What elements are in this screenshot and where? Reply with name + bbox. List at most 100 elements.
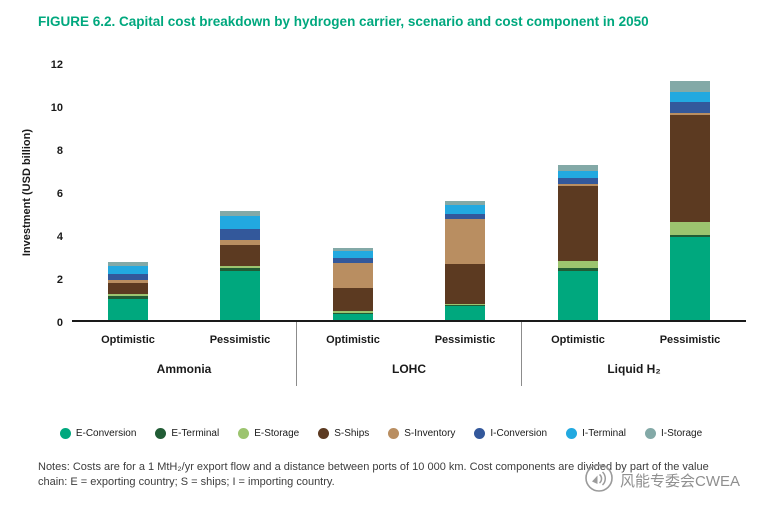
legend-label: S-Inventory — [404, 428, 456, 439]
legend-item-e-terminal: E-Terminal — [155, 428, 219, 439]
legend-swatch-icon — [388, 428, 400, 439]
bar-group-liquid-h₂ — [521, 64, 746, 320]
scenario-row: Optimistic Pessimistic — [72, 322, 296, 358]
legend-label: E-Storage — [254, 428, 300, 439]
x-axis: Optimistic Pessimistic Ammonia Optimistic Pe… — [72, 322, 746, 386]
bar-segment-e-storage — [108, 294, 149, 297]
stacked-bar-pessimistic — [445, 200, 486, 320]
y-tick-label: 8 — [56, 145, 63, 157]
bar-segment-e-conversion — [669, 237, 710, 320]
scenario-row: Optimistic Pessimistic — [522, 322, 746, 358]
bar-segment-e-conversion — [332, 313, 373, 320]
carrier-label: Ammonia — [156, 362, 212, 376]
bar-segment-i-conversion — [669, 101, 710, 113]
y-tick-label: 10 — [50, 102, 63, 114]
legend: E-Conversion E-Terminal E-Storage S-Ships S-… — [20, 428, 742, 439]
bar-segment-i-conversion — [108, 273, 149, 281]
cwea-logo-icon — [584, 463, 614, 497]
x-axis-group: Optimistic Pessimistic LOHC — [296, 322, 521, 386]
y-tick-label: 12 — [50, 59, 63, 71]
stacked-bar-pessimistic — [669, 81, 710, 320]
bar-segment-s-ships — [557, 185, 598, 261]
bar-segment-e-storage — [445, 303, 486, 305]
bar-segment-e-storage — [332, 311, 373, 313]
bar-segment-e-terminal — [108, 296, 149, 299]
scenario-label: Optimistic — [326, 334, 380, 346]
bar-segment-s-inventory — [332, 263, 373, 288]
x-axis-group: Optimistic Pessimistic Ammonia — [72, 322, 296, 386]
bar-segment-i-storage — [332, 248, 373, 252]
bar-segment-s-ships — [332, 287, 373, 312]
plot-column: Optimistic Pessimistic Ammonia Optimistic Pe… — [72, 64, 746, 386]
legend-swatch-icon — [566, 428, 578, 439]
scenario-row: Optimistic Pessimistic — [297, 322, 521, 358]
legend-swatch-icon — [474, 428, 486, 439]
legend-label: S-Ships — [334, 428, 370, 439]
bar-segment-s-ships — [108, 283, 149, 295]
y-axis-label: Investment (USD billion) — [21, 129, 33, 257]
bar-segment-i-storage — [108, 262, 149, 267]
bar-segment-e-terminal — [669, 235, 710, 238]
bar-segment-e-terminal — [220, 268, 261, 271]
y-tick-label: 6 — [56, 188, 63, 200]
y-tick-label: 4 — [56, 231, 63, 243]
legend-swatch-icon — [59, 428, 71, 439]
carrier-label: LOHC — [392, 362, 426, 376]
bar-segment-i-conversion — [220, 228, 261, 241]
watermark: 风能专委会CWEA — [584, 463, 740, 497]
scenario-label: Optimistic — [101, 334, 155, 346]
stacked-bar-optimistic — [108, 262, 149, 320]
legend-label: I-Conversion — [490, 428, 548, 439]
bar-segment-i-conversion — [557, 178, 598, 184]
carrier-label: Liquid H₂ — [607, 362, 661, 376]
scenario-label: Pessimistic — [434, 334, 496, 346]
bar-segment-s-inventory — [445, 219, 486, 265]
legend-item-i-storage: I-Storage — [645, 428, 702, 439]
bar-segment-s-inventory — [220, 240, 261, 245]
scenario-label: Pessimistic — [659, 334, 721, 346]
bar-segment-s-inventory — [108, 280, 149, 284]
legend-swatch-icon — [155, 428, 167, 439]
legend-item-i-terminal: I-Terminal — [566, 428, 626, 439]
bar-segment-e-terminal — [445, 304, 486, 307]
stacked-bar-optimistic — [332, 248, 373, 320]
y-tick-label: 0 — [56, 317, 63, 329]
legend-label: E-Conversion — [75, 428, 137, 439]
bar-segment-e-storage — [669, 222, 710, 236]
bar-segment-e-conversion — [445, 306, 486, 320]
bar-segment-e-terminal — [332, 312, 373, 314]
bar-segment-s-ships — [445, 264, 486, 304]
bar-segment-s-ships — [220, 244, 261, 267]
stacked-bar-optimistic — [557, 165, 598, 320]
legend-label: E-Terminal — [171, 428, 220, 439]
scenario-label: Optimistic — [551, 334, 605, 346]
legend-swatch-icon — [318, 428, 330, 439]
legend-item-i-conversion: I-Conversion — [474, 428, 547, 439]
bar-segment-i-terminal — [108, 266, 149, 274]
bar-segment-e-conversion — [220, 270, 261, 320]
y-tick-labels: 0 2 4 6 8 10 12 — [38, 59, 72, 329]
watermark-text: 风能专委会CWEA — [619, 472, 740, 490]
bar-segment-i-storage — [445, 200, 486, 206]
plot-area — [72, 64, 746, 322]
bar-segment-i-terminal — [332, 251, 373, 258]
y-tick-label: 2 — [56, 274, 63, 286]
bar-segment-i-storage — [557, 165, 598, 171]
legend-label: I-Storage — [661, 428, 703, 439]
bar-segment-e-storage — [557, 260, 598, 269]
legend-item-e-conversion: E-Conversion — [59, 428, 137, 439]
bar-segment-i-terminal — [220, 215, 261, 229]
bar-segment-s-inventory — [557, 183, 598, 186]
bar-segment-e-conversion — [108, 298, 149, 320]
legend-item-e-storage: E-Storage — [238, 428, 299, 439]
bar-group-lohc — [297, 64, 522, 320]
y-axis: Investment (USD billion) — [16, 64, 38, 322]
legend-label: I-Terminal — [582, 428, 627, 439]
bar-segment-i-storage — [669, 81, 710, 93]
bar-group-ammonia — [72, 64, 297, 320]
scenario-label: Pessimistic — [209, 334, 271, 346]
bar-segment-i-conversion — [445, 213, 486, 219]
legend-item-s-inventory: S-Inventory — [388, 428, 455, 439]
chart-area: Investment (USD billion) 0 2 4 6 8 10 12 Optim… — [16, 59, 746, 386]
